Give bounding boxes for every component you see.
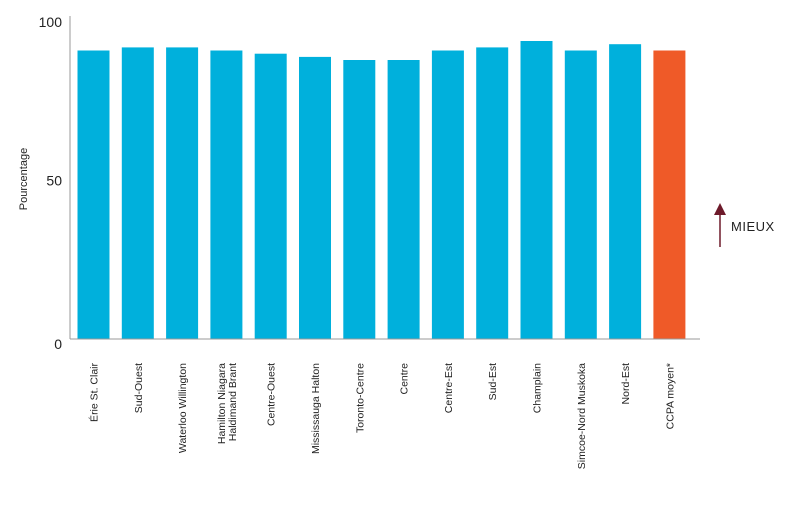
bar xyxy=(210,50,243,339)
bar xyxy=(609,44,642,339)
x-category-label: Toronto-Centre xyxy=(354,363,366,433)
x-category-label: CCPA moyen* xyxy=(664,363,676,429)
bar xyxy=(299,56,331,340)
bar xyxy=(653,50,686,339)
bar xyxy=(121,47,154,340)
y-tick-label: 50 xyxy=(46,173,62,189)
x-category-label: Waterloo Willington xyxy=(177,363,189,453)
bar xyxy=(476,47,509,340)
x-category-label: Champlain xyxy=(532,363,544,413)
y-axis-label: Pourcentage xyxy=(18,148,30,210)
x-category-label: Simcoe-Nord Muskoka xyxy=(576,363,588,469)
x-category-label: Nord-Est xyxy=(620,363,632,405)
up-arrowhead-icon xyxy=(714,203,726,215)
bar xyxy=(520,41,553,339)
bar xyxy=(387,60,420,339)
bar xyxy=(431,50,464,339)
x-category-label: Sud-Est xyxy=(487,363,499,400)
bar xyxy=(77,50,110,339)
x-category-label: Hamilton Niagara xyxy=(216,363,228,444)
x-category-label: Érie St. Clair xyxy=(88,363,101,422)
y-tick-label: 0 xyxy=(54,336,62,352)
x-category-label: Centre-Est xyxy=(443,363,455,413)
better-label: MIEUX xyxy=(731,219,775,234)
bar xyxy=(564,50,597,339)
x-category-label: Mississauga Halton xyxy=(310,363,322,454)
x-category-label: Centre xyxy=(399,363,411,395)
category-labels: Érie St. Clair Sud-Ouest Waterloo Willingt… xyxy=(88,363,677,470)
x-category-label: Centre-Ouest xyxy=(266,363,278,426)
bars xyxy=(77,41,686,340)
bar xyxy=(343,60,376,339)
bar xyxy=(254,53,287,339)
y-axis-ticks: 0 50 100 xyxy=(39,14,63,352)
better-indicator: MIEUX xyxy=(714,203,775,247)
x-category-label: Sud-Ouest xyxy=(133,363,145,413)
x-category-label: Haldimand Brant xyxy=(227,363,239,441)
bar xyxy=(166,47,199,340)
y-tick-label: 100 xyxy=(39,14,63,30)
